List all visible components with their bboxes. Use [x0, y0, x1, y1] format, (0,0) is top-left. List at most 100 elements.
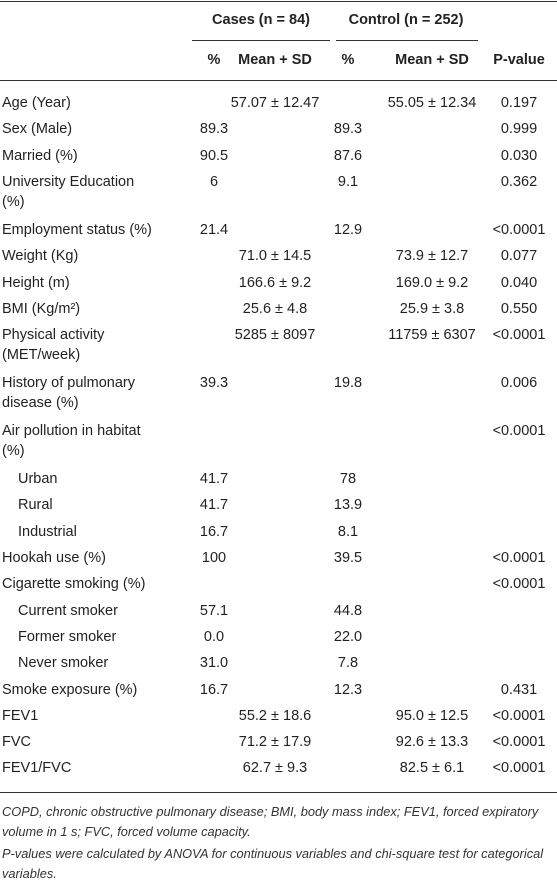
cell: 62.7 ± 9.3	[242, 760, 308, 777]
cell: 41.7	[199, 497, 229, 514]
cell: 166.6 ± 9.2	[238, 274, 312, 291]
cell: 0.362	[500, 173, 538, 190]
row-label: Height (m)	[2, 274, 70, 291]
row-label: Age (Year)	[2, 95, 71, 111]
cell: 7.8	[337, 655, 359, 672]
row-label: disease (%)	[2, 395, 79, 412]
row-label: BMI (Kg/m²)	[2, 300, 81, 317]
row-label: Industrial	[18, 523, 77, 540]
cell: 78	[339, 471, 357, 488]
row-label: Hookah use (%)	[2, 550, 106, 566]
cell: 89.3	[333, 121, 363, 138]
cell: 16.7	[199, 523, 229, 540]
cell: 71.2 ± 17.9	[238, 734, 312, 751]
cell: <0.0001	[492, 221, 546, 238]
cell: 9.1	[337, 173, 359, 190]
row-label: Never smoker	[18, 655, 109, 672]
cell: 57.1	[199, 602, 229, 619]
cell: 21.4	[199, 221, 229, 238]
row-label: Rural	[18, 497, 53, 514]
group-rule	[192, 40, 330, 41]
cell: <0.0001	[492, 327, 546, 344]
cell: 25.6 ± 4.8	[242, 300, 308, 317]
row-label: Smoke exposure (%)	[2, 681, 138, 698]
cell: <0.0001	[492, 760, 546, 777]
cell: 169.0 ± 9.2	[395, 274, 469, 291]
cell: <0.0001	[492, 734, 546, 751]
cell: 16.7	[199, 681, 229, 698]
cell: 55.05 ± 12.34	[387, 95, 477, 111]
column-header: Mean + SD	[238, 52, 312, 68]
cell: 73.9 ± 12.7	[395, 248, 469, 265]
cell: 25.9 ± 3.8	[399, 300, 465, 317]
cell: <0.0001	[492, 707, 546, 724]
row-label: Cigarette smoking (%)	[2, 576, 146, 593]
cell: 31.0	[199, 655, 229, 672]
column-header: P-value	[493, 52, 545, 68]
row-label: (MET/week)	[2, 347, 81, 364]
footnote: P-values were calculated by ANOVA for co…	[2, 845, 544, 881]
cell: 39.3	[199, 375, 229, 392]
table: Cases (n = 84) Control (n = 252)% Mean + S…	[0, 1, 557, 793]
cell: <0.0001	[492, 423, 546, 440]
group-header: Control (n = 252)	[348, 12, 464, 28]
cell: 90.5	[199, 147, 229, 164]
cell: 22.0	[333, 628, 363, 645]
cell: 12.3	[333, 681, 363, 698]
row-label: (%)	[2, 193, 25, 210]
cell: 5285 ± 8097	[234, 327, 316, 344]
row-label: FEV1	[2, 707, 39, 724]
row-label: FVC	[2, 734, 31, 751]
column-header: %	[341, 52, 355, 68]
cell: 13.9	[333, 497, 363, 514]
bottom-rule	[0, 791, 557, 793]
cell: 11759 ± 6307	[388, 327, 476, 344]
cell: 12.9	[333, 221, 363, 238]
cell: 8.1	[337, 523, 359, 540]
cell: 0.431	[500, 681, 538, 698]
cell: 92.6 ± 13.3	[395, 734, 469, 751]
cell: 0.040	[500, 274, 538, 291]
cell: 0.550	[500, 300, 538, 317]
header-rule	[0, 80, 557, 81]
row-label: Employment status (%)	[2, 221, 152, 238]
cell: 87.6	[333, 147, 363, 164]
cell: 19.8	[333, 375, 363, 392]
row-label: (%)	[2, 443, 25, 460]
row-label: University Education	[2, 173, 135, 190]
cell: 89.3	[199, 121, 229, 138]
cell: 6	[209, 173, 219, 190]
column-header: Mean + SD	[395, 52, 469, 68]
row-label: Physical activity	[2, 327, 105, 344]
cell: 100	[201, 550, 227, 566]
cell: 0.077	[500, 248, 538, 265]
group-rule	[336, 40, 478, 41]
column-header: %	[207, 52, 221, 68]
row-label: Married (%)	[2, 147, 78, 164]
row-label: Former smoker	[18, 628, 117, 645]
cell: <0.0001	[492, 550, 546, 566]
cell: 44.8	[333, 602, 363, 619]
cell: 71.0 ± 14.5	[238, 248, 312, 265]
cell: 82.5 ± 6.1	[399, 760, 465, 777]
row-label: Urban	[18, 471, 58, 488]
cell: 39.5	[333, 550, 363, 566]
cell: 57.07 ± 12.47	[230, 95, 320, 111]
row-label: Air pollution in habitat	[2, 423, 141, 440]
footnote: COPD, chronic obstructive pulmonary dise…	[2, 803, 539, 839]
cell: 41.7	[199, 471, 229, 488]
cell: 95.0 ± 12.5	[395, 707, 469, 724]
group-header: Cases (n = 84)	[212, 12, 310, 28]
cell: 0.006	[500, 375, 538, 392]
cell: 0.197	[500, 95, 538, 111]
cell: 0.999	[500, 121, 538, 138]
cell: 0.0	[203, 628, 225, 645]
cell: <0.0001	[492, 576, 546, 593]
row-label: FEV1/FVC	[2, 760, 72, 777]
row-label: Sex (Male)	[2, 121, 73, 138]
top-rule	[0, 1, 557, 2]
cell: 0.030	[500, 147, 538, 164]
cell: 55.2 ± 18.6	[238, 707, 312, 724]
row-label: History of pulmonary	[2, 375, 135, 392]
